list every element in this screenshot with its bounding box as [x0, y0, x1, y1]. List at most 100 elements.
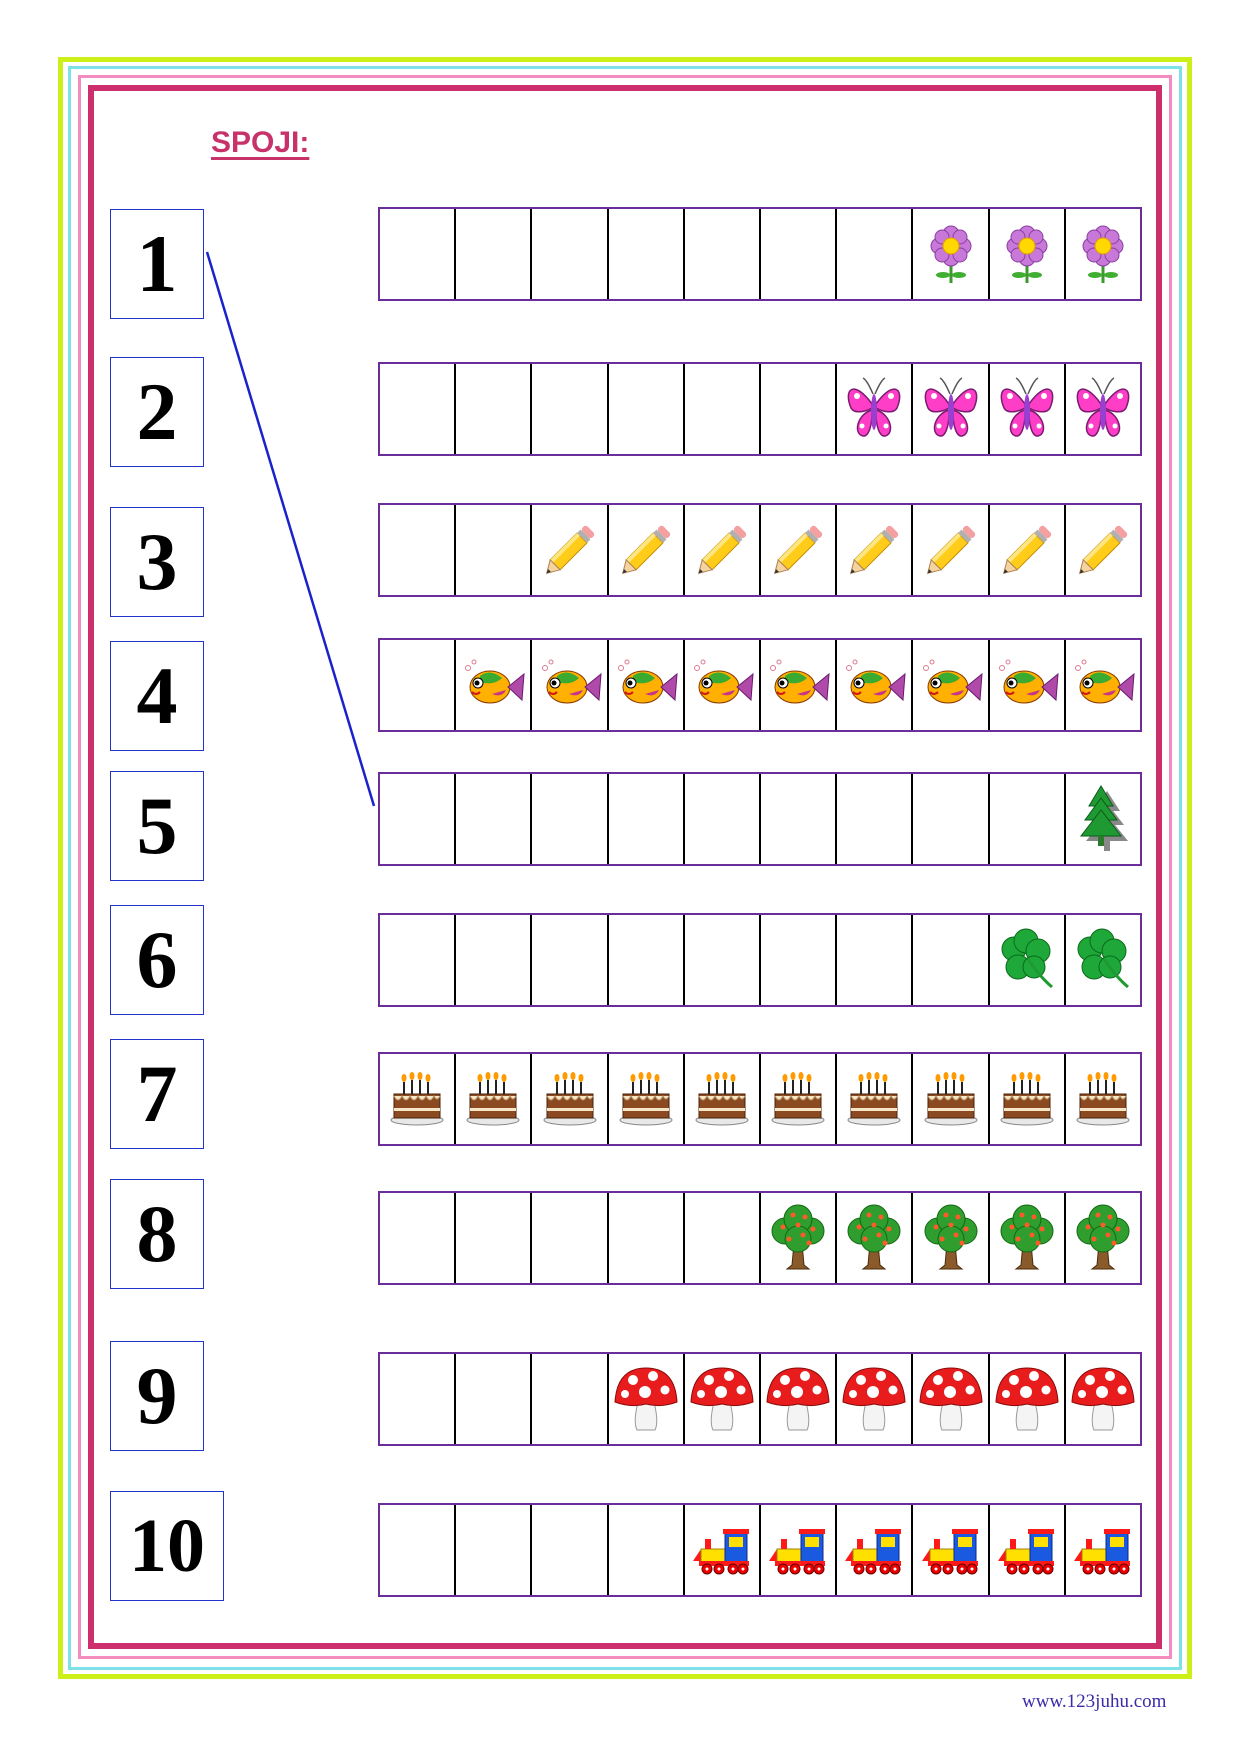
strip-cell	[1066, 209, 1140, 299]
mushroom-icon	[687, 1364, 757, 1434]
train-icon	[687, 1515, 757, 1585]
strip-cell	[532, 209, 609, 299]
picture-strip-row-8	[378, 1191, 1142, 1285]
apple-tree-icon	[916, 1203, 986, 1273]
strip-cell	[990, 774, 1066, 864]
strip-cell	[837, 1193, 914, 1283]
strip-cell	[380, 1354, 457, 1444]
picture-strip-row-7	[378, 1052, 1142, 1146]
apple-tree-icon	[839, 1203, 909, 1273]
strip-cell	[990, 505, 1066, 595]
number-box-7: 7	[110, 1039, 204, 1149]
cake-icon	[535, 1064, 605, 1134]
connector-line-1-to-5	[205, 251, 376, 807]
strip-cell	[532, 364, 609, 454]
strip-cell	[532, 1054, 609, 1144]
strip-cell	[609, 640, 685, 730]
train-icon	[763, 1515, 833, 1585]
mushroom-icon	[763, 1364, 833, 1434]
strip-cell	[609, 209, 685, 299]
strip-cell	[456, 505, 533, 595]
strip-cell	[609, 1193, 685, 1283]
pencil-icon	[916, 515, 986, 585]
pencil-icon	[611, 515, 681, 585]
cake-icon	[992, 1064, 1062, 1134]
mushroom-icon	[916, 1364, 986, 1434]
strip-cell	[837, 1505, 914, 1595]
strip-cell	[456, 915, 533, 1005]
strip-cell	[1066, 505, 1140, 595]
strip-cell	[1066, 640, 1140, 730]
website-footer: www.123juhu.com	[1022, 1691, 1167, 1712]
number-label: 2	[136, 366, 178, 457]
pencil-icon	[992, 515, 1062, 585]
strip-cell	[685, 1505, 762, 1595]
strip-cell	[837, 915, 914, 1005]
strip-cell	[456, 640, 533, 730]
strip-cell	[990, 1054, 1066, 1144]
fish-icon	[535, 650, 605, 720]
strip-cell	[1066, 364, 1140, 454]
strip-cell	[380, 1193, 457, 1283]
mushroom-icon	[1068, 1364, 1138, 1434]
strip-cell	[609, 774, 685, 864]
butterfly-icon	[1068, 374, 1138, 444]
strip-cell	[380, 1054, 457, 1144]
strip-cell	[685, 209, 762, 299]
strip-cell	[1066, 1054, 1140, 1144]
train-icon	[1068, 1515, 1138, 1585]
strip-cell	[913, 1505, 990, 1595]
strip-cell	[380, 364, 457, 454]
butterfly-icon	[992, 374, 1062, 444]
pink-border	[78, 75, 1172, 1659]
strip-cell	[456, 209, 533, 299]
fish-icon	[611, 650, 681, 720]
fish-icon	[992, 650, 1062, 720]
number-box-1: 1	[110, 209, 204, 319]
cake-icon	[763, 1064, 833, 1134]
strip-cell	[761, 1054, 838, 1144]
clover-icon	[1068, 925, 1138, 995]
pencil-icon	[763, 515, 833, 585]
strip-cell	[761, 1505, 838, 1595]
number-box-5: 5	[110, 771, 204, 881]
strip-cell	[990, 1354, 1066, 1444]
number-label: 8	[136, 1188, 178, 1279]
strip-cell	[456, 364, 533, 454]
strip-cell	[532, 640, 609, 730]
strip-cell	[990, 1505, 1066, 1595]
number-box-10: 10	[110, 1491, 224, 1601]
number-box-9: 9	[110, 1341, 204, 1451]
fish-icon	[687, 650, 757, 720]
pencil-icon	[839, 515, 909, 585]
strip-cell	[685, 364, 762, 454]
strip-cell	[761, 640, 838, 730]
picture-strip-row-4	[378, 638, 1142, 732]
apple-tree-icon	[992, 1203, 1062, 1273]
number-box-6: 6	[110, 905, 204, 1015]
strip-cell	[609, 1354, 685, 1444]
strip-cell	[1066, 1193, 1140, 1283]
pencil-icon	[1068, 515, 1138, 585]
number-box-4: 4	[110, 641, 204, 751]
train-icon	[992, 1515, 1062, 1585]
strip-cell	[456, 1054, 533, 1144]
strip-cell	[609, 915, 685, 1005]
strip-cell	[990, 915, 1066, 1005]
number-box-8: 8	[110, 1179, 204, 1289]
picture-strip-row-2	[378, 362, 1142, 456]
flower-icon	[992, 219, 1062, 289]
mushroom-icon	[611, 1364, 681, 1434]
number-label: 4	[136, 650, 178, 741]
strip-cell	[380, 915, 457, 1005]
number-label: 7	[136, 1048, 178, 1139]
picture-strip-row-10	[378, 1503, 1142, 1597]
mushroom-icon	[992, 1364, 1062, 1434]
strip-cell	[761, 1193, 838, 1283]
apple-tree-icon	[763, 1203, 833, 1273]
strip-cell	[913, 1054, 990, 1144]
strip-cell	[913, 209, 990, 299]
strip-cell	[609, 364, 685, 454]
strip-cell	[380, 209, 457, 299]
